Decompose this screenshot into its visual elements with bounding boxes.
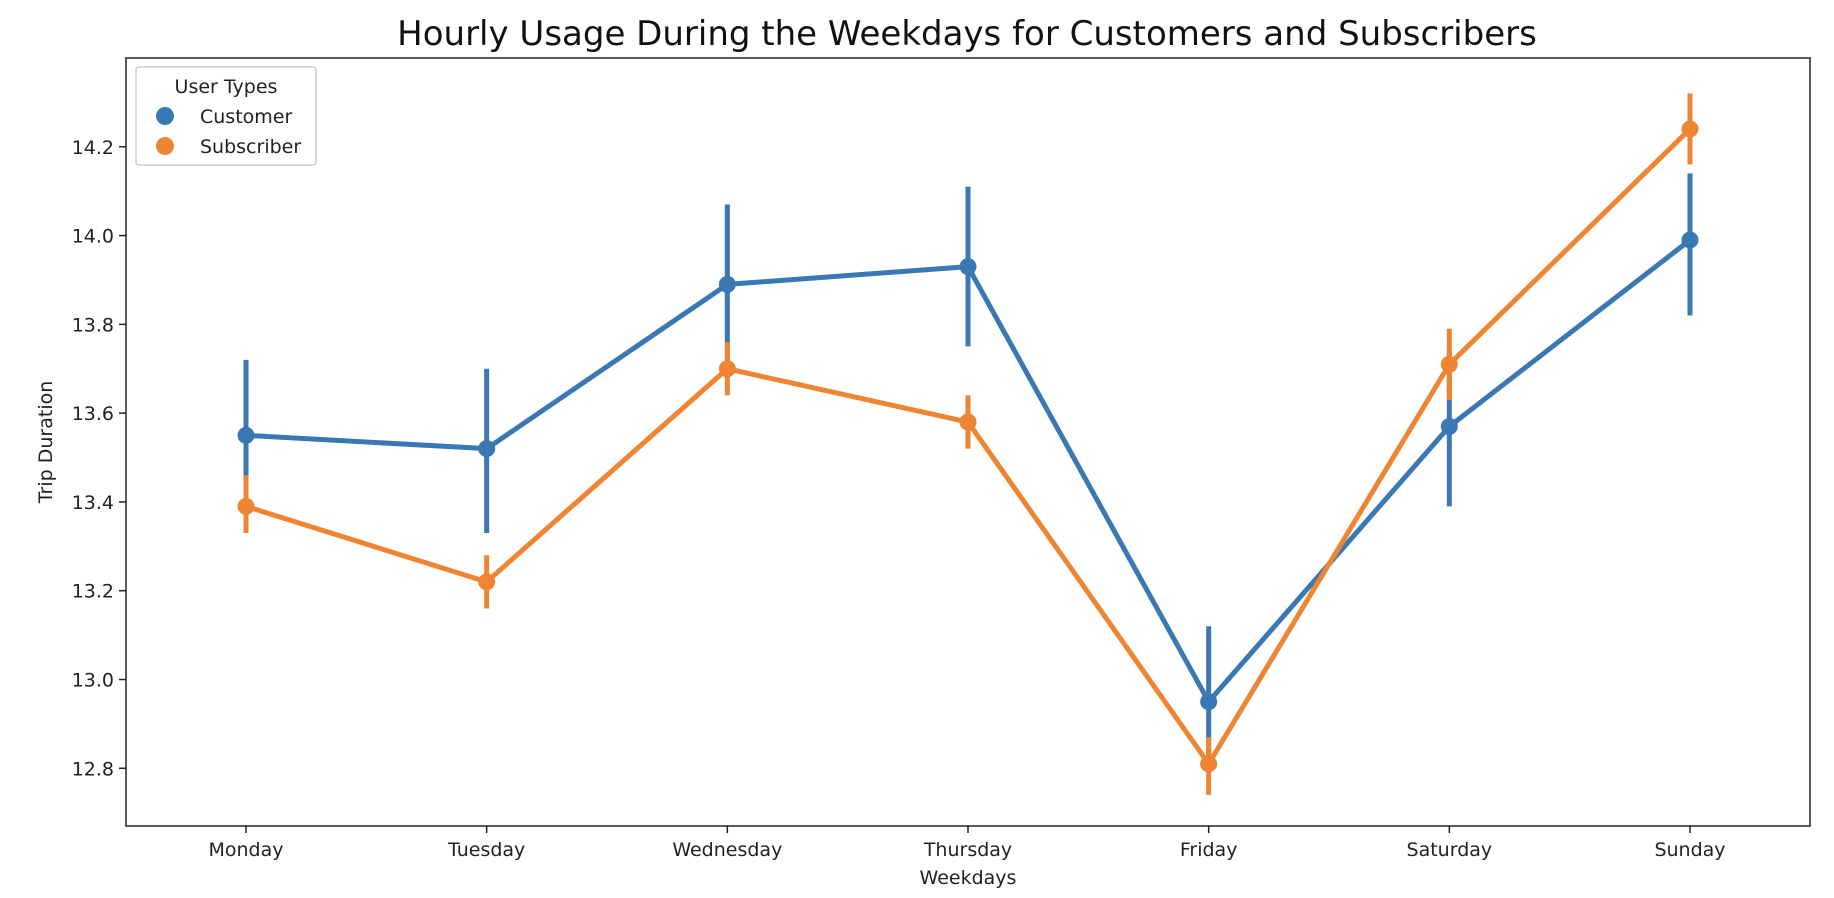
series-layer — [237, 93, 1699, 795]
data-point-customer — [1440, 417, 1458, 435]
series-customer — [237, 173, 1699, 769]
data-point-customer — [1200, 693, 1218, 711]
legend-frame — [135, 66, 317, 166]
data-point-customer — [1681, 231, 1699, 249]
x-tick-label: Thursday — [923, 839, 1012, 861]
y-tick-label: 14.2 — [72, 137, 114, 159]
legend-title: User Types — [175, 76, 278, 98]
data-point-subscriber — [1200, 755, 1218, 773]
y-tick-label: 12.8 — [72, 758, 114, 780]
y-tick-label: 13.0 — [72, 670, 114, 692]
data-point-subscriber — [718, 360, 736, 378]
legend: User Types Customer Subscriber — [135, 66, 317, 166]
x-tick-label: Monday — [208, 839, 283, 861]
x-tick-label: Wednesday — [672, 839, 782, 861]
x-axis: Monday Tuesday Wednesday Thursday Friday Satu… — [208, 826, 1726, 861]
data-point-subscriber — [478, 573, 496, 591]
series-subscriber — [237, 93, 1699, 795]
y-axis-label: Trip Duration — [35, 381, 57, 505]
data-point-customer — [718, 275, 736, 293]
y-tick-label: 13.2 — [72, 581, 114, 603]
y-tick-label: 13.6 — [72, 403, 114, 425]
data-point-subscriber — [1681, 120, 1699, 138]
x-tick-label: Friday — [1180, 839, 1238, 861]
chart-title: Hourly Usage During the Weekdays for Cus… — [397, 14, 1537, 54]
legend-label-subscriber: Subscriber — [200, 136, 301, 158]
x-tick-label: Sunday — [1654, 839, 1725, 861]
x-tick-label: Tuesday — [447, 839, 525, 861]
data-point-subscriber — [1440, 355, 1458, 373]
x-axis-label: Weekdays — [920, 867, 1017, 889]
legend-marker-customer — [156, 107, 174, 125]
legend-label-customer: Customer — [200, 106, 292, 128]
x-tick-label: Saturday — [1407, 839, 1493, 861]
data-point-customer — [959, 258, 977, 276]
data-point-customer — [478, 440, 496, 458]
data-point-subscriber — [959, 413, 977, 431]
data-point-subscriber — [237, 497, 255, 515]
y-tick-label: 13.8 — [72, 314, 114, 336]
data-point-customer — [237, 426, 255, 444]
y-axis: 12.8 13.0 13.2 13.4 13.6 13.8 14.0 14.2 — [72, 137, 126, 780]
legend-marker-subscriber — [156, 137, 174, 155]
y-tick-label: 13.4 — [72, 492, 114, 514]
y-tick-label: 14.0 — [72, 226, 114, 248]
